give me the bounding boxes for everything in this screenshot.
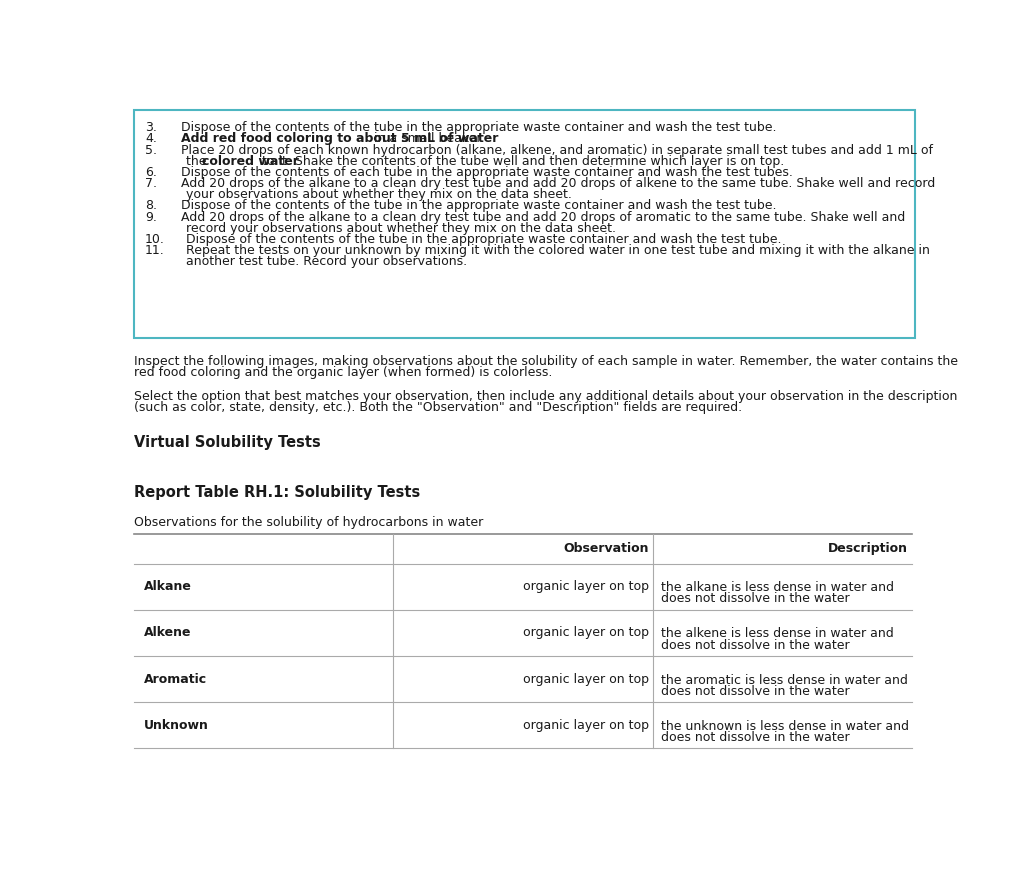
Text: Virtual Solubility Tests: Virtual Solubility Tests: [134, 435, 321, 450]
Text: Select the option that best matches your observation, then include any additiona: Select the option that best matches your…: [134, 390, 957, 403]
Text: Add red food coloring to about 5 mL of water: Add red food coloring to about 5 mL of w…: [180, 132, 498, 146]
Text: Place 20 drops of each known hydrocarbon (alkane, alkene, and aromatic) in separ: Place 20 drops of each known hydrocarbon…: [180, 144, 933, 156]
Text: Alkane: Alkane: [143, 580, 191, 593]
Text: the alkane is less dense in water and: the alkane is less dense in water and: [660, 582, 894, 594]
Text: Dispose of the contents of each tube in the appropriate waste container and wash: Dispose of the contents of each tube in …: [180, 166, 793, 178]
Text: 6.: 6.: [145, 166, 157, 178]
Text: your observations about whether they mix on the data sheet.: your observations about whether they mix…: [186, 188, 572, 202]
Text: organic layer on top: organic layer on top: [522, 626, 648, 639]
Text: Dispose of the contents of the tube in the appropriate waste container and wash : Dispose of the contents of the tube in t…: [180, 121, 776, 134]
Text: organic layer on top: organic layer on top: [522, 580, 648, 593]
Text: 4.: 4.: [145, 132, 157, 146]
Text: another test tube. Record your observations.: another test tube. Record your observati…: [186, 255, 467, 268]
Text: Add 20 drops of the alkane to a clean dry test tube and add 20 drops of alkene t: Add 20 drops of the alkane to a clean dr…: [180, 177, 935, 190]
Text: the unknown is less dense in water and: the unknown is less dense in water and: [660, 720, 909, 733]
Text: Unknown: Unknown: [143, 718, 208, 732]
Text: Observation: Observation: [563, 543, 648, 555]
Text: organic layer on top: organic layer on top: [522, 718, 648, 732]
Text: record your observations about whether they mix on the data sheet.: record your observations about whether t…: [186, 222, 616, 234]
Text: in a small beaker.: in a small beaker.: [370, 132, 484, 146]
Text: does not dissolve in the water: does not dissolve in the water: [660, 685, 850, 698]
Text: Dispose of the contents of the tube in the appropriate waste container and wash : Dispose of the contents of the tube in t…: [186, 233, 781, 246]
Text: 7.: 7.: [145, 177, 157, 190]
Text: to it. Shake the contents of the tube well and then determine which layer is on : to it. Shake the contents of the tube we…: [258, 155, 784, 168]
Text: Add 20 drops of the alkane to a clean dry test tube and add 20 drops of aromatic: Add 20 drops of the alkane to a clean dr…: [180, 210, 905, 224]
Text: Inspect the following images, making observations about the solubility of each s: Inspect the following images, making obs…: [134, 354, 958, 368]
Text: red food coloring and the organic layer (when formed) is colorless.: red food coloring and the organic layer …: [134, 366, 553, 378]
Text: 3.: 3.: [145, 121, 157, 134]
Text: Alkene: Alkene: [143, 626, 191, 639]
Text: (such as color, state, density, etc.). Both the "Observation" and "Description" : (such as color, state, density, etc.). B…: [134, 401, 742, 415]
Text: organic layer on top: organic layer on top: [522, 672, 648, 686]
FancyBboxPatch shape: [134, 110, 915, 337]
Text: Aromatic: Aromatic: [143, 672, 207, 686]
Text: 5.: 5.: [145, 144, 157, 156]
Text: does not dissolve in the water: does not dissolve in the water: [660, 638, 850, 652]
Text: Observations for the solubility of hydrocarbons in water: Observations for the solubility of hydro…: [134, 517, 483, 529]
Text: the: the: [186, 155, 211, 168]
Text: 10.: 10.: [145, 233, 165, 246]
Text: does not dissolve in the water: does not dissolve in the water: [660, 592, 850, 606]
Text: the alkene is less dense in water and: the alkene is less dense in water and: [660, 628, 894, 640]
Text: Report Table RH.1: Solubility Tests: Report Table RH.1: Solubility Tests: [134, 485, 421, 500]
Text: 11.: 11.: [145, 244, 165, 257]
Text: colored water: colored water: [203, 155, 299, 168]
Text: 8.: 8.: [145, 199, 157, 212]
Text: does not dissolve in the water: does not dissolve in the water: [660, 731, 850, 744]
Text: 9.: 9.: [145, 210, 157, 224]
Text: the aromatic is less dense in water and: the aromatic is less dense in water and: [660, 674, 908, 686]
Text: Description: Description: [827, 543, 907, 555]
Text: Repeat the tests on your unknown by mixing it with the colored water in one test: Repeat the tests on your unknown by mixi…: [186, 244, 930, 257]
Text: Dispose of the contents of the tube in the appropriate waste container and wash : Dispose of the contents of the tube in t…: [180, 199, 776, 212]
